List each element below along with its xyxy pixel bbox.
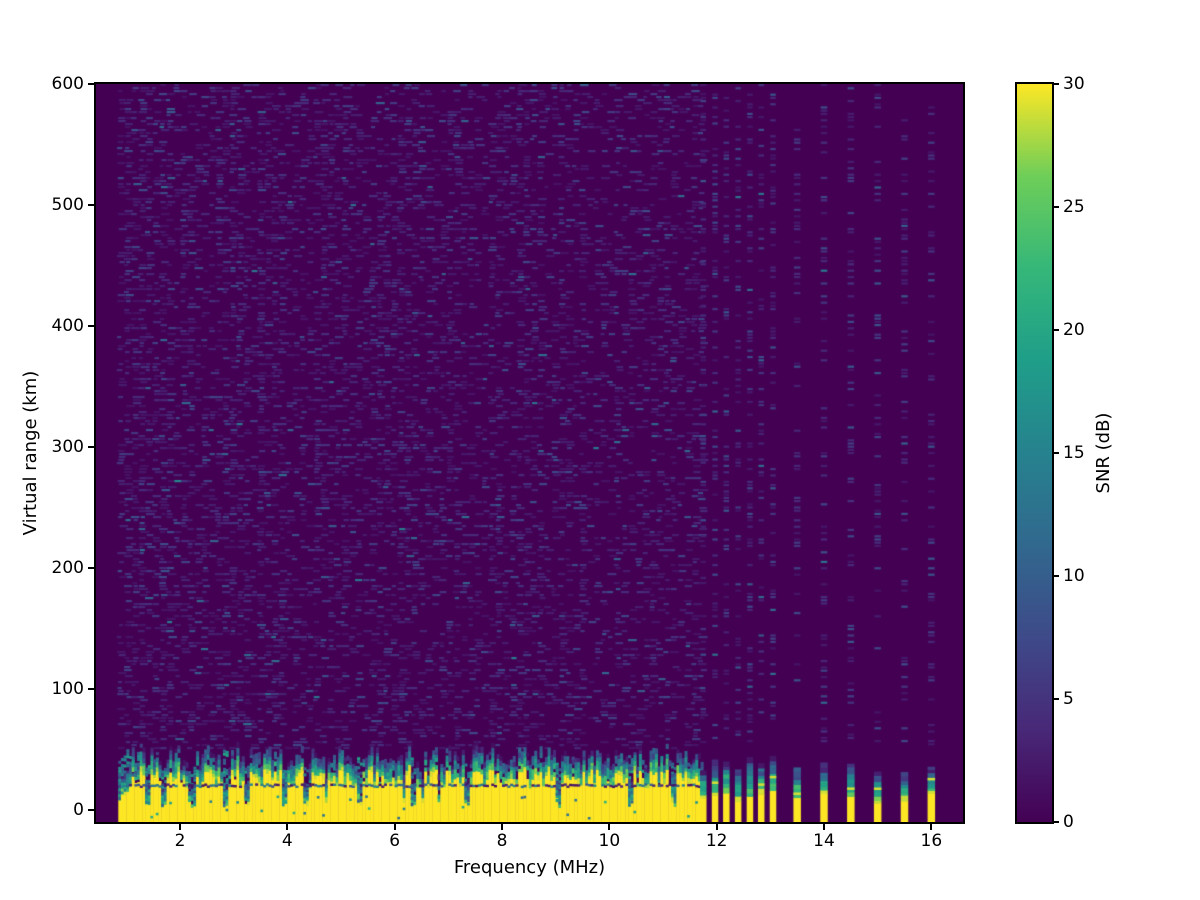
- x-tick-mark: [393, 824, 396, 830]
- colorbar-tick-label: 25: [1063, 197, 1085, 217]
- colorbar-tick-label: 5: [1063, 689, 1074, 709]
- colorbar: [1015, 82, 1054, 824]
- x-tick-mark: [930, 824, 933, 830]
- y-tick-label: 200: [51, 557, 84, 578]
- colorbar-tick-mark: [1054, 821, 1059, 823]
- ionogram-heatmap-canvas: [96, 84, 963, 822]
- x-tick-label: 2: [174, 831, 186, 851]
- x-tick-label: 4: [281, 831, 293, 851]
- colorbar-tick-label: 30: [1063, 74, 1085, 94]
- colorbar-tick-mark: [1054, 575, 1059, 577]
- x-tick-mark: [715, 824, 718, 830]
- colorbar-tick-mark: [1054, 452, 1059, 454]
- y-tick-label: 300: [51, 436, 84, 457]
- y-tick-mark: [88, 445, 94, 448]
- x-tick-label: 14: [813, 831, 835, 851]
- y-tick-label: 400: [51, 315, 84, 336]
- colorbar-tick-mark: [1054, 83, 1059, 85]
- y-tick-label: 0: [73, 799, 84, 820]
- x-tick-mark: [178, 824, 181, 830]
- y-tick-mark: [88, 203, 94, 206]
- plot-area: [94, 82, 965, 824]
- colorbar-tick-mark: [1054, 329, 1059, 331]
- x-tick-mark: [823, 824, 825, 830]
- x-axis-label: Frequency (MHz): [453, 857, 606, 878]
- colorbar-tick-mark: [1054, 698, 1059, 700]
- y-tick-mark: [88, 687, 94, 690]
- colorbar-tick-label: 0: [1063, 812, 1074, 832]
- colorbar-tick-mark: [1054, 206, 1059, 208]
- y-tick-label: 100: [51, 678, 84, 699]
- x-tick-label: 12: [705, 831, 728, 851]
- x-tick-label: 16: [920, 831, 943, 851]
- x-tick-mark: [608, 824, 611, 830]
- y-tick-label: 600: [51, 74, 84, 94]
- x-tick-mark: [286, 824, 289, 830]
- y-tick-mark: [88, 566, 94, 569]
- colorbar-tick-label: 20: [1063, 320, 1085, 340]
- x-tick-label: 8: [496, 831, 508, 851]
- x-tick-label: 6: [389, 831, 401, 851]
- y-tick-label: 500: [51, 194, 84, 215]
- x-tick-mark: [500, 824, 503, 830]
- y-tick-mark: [88, 808, 94, 811]
- x-tick-label: 10: [598, 831, 621, 851]
- y-tick-mark: [88, 324, 94, 327]
- y-tick-mark: [88, 83, 94, 85]
- colorbar-tick-label: 15: [1063, 443, 1085, 463]
- colorbar-gradient: [1017, 84, 1052, 822]
- colorbar-tick-label: 10: [1063, 566, 1085, 586]
